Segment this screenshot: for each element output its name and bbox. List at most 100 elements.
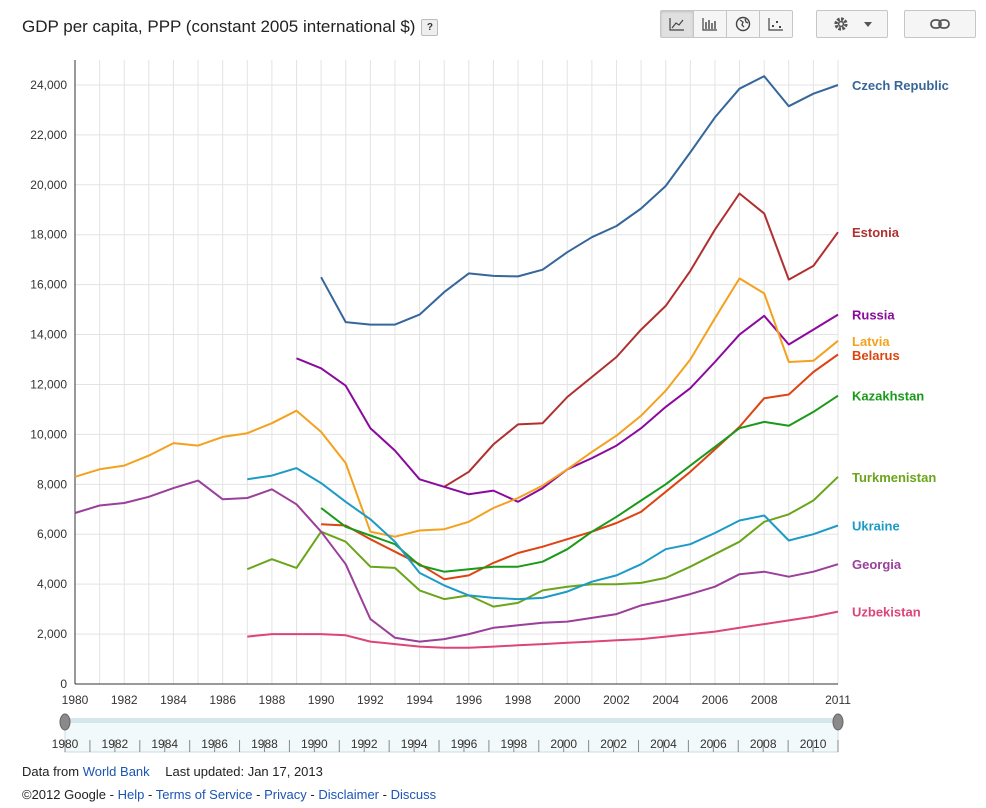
slider-end-handle[interactable]	[832, 713, 844, 731]
data-from-label: Data from	[22, 764, 80, 779]
slider-tick-label: 1986	[201, 737, 228, 751]
y-tick-label: 24,000	[30, 78, 67, 92]
series-label: Georgia	[852, 557, 902, 572]
slider-tick-label: 1992	[351, 737, 378, 751]
x-tick-label: 1990	[308, 693, 335, 707]
line-chart-icon	[669, 18, 684, 31]
series-line	[246, 476, 839, 608]
world-bank-link[interactable]: World Bank	[82, 764, 150, 779]
x-tick-label: 2004	[652, 693, 679, 707]
footer-links: ©2012 Google - Help - Terms of Service -…	[22, 787, 436, 802]
y-tick-label: 10,000	[30, 427, 67, 441]
footer-separator: -	[310, 787, 315, 802]
slider-tick-label: 1988	[251, 737, 278, 751]
series-label: Uzbekistan	[852, 605, 921, 620]
series-line	[320, 394, 839, 573]
slider-tick-label: 2008	[750, 737, 777, 751]
x-tick-label: 1984	[160, 693, 187, 707]
slider-tick-label: 1984	[151, 737, 178, 751]
y-tick-label: 20,000	[30, 178, 67, 192]
x-tick-label: 1986	[209, 693, 236, 707]
terms-link[interactable]: Terms of Service	[155, 787, 253, 802]
x-tick-label: 1998	[505, 693, 532, 707]
slider-tick-label: 2010	[800, 737, 827, 751]
x-tick-label: 2011	[825, 693, 851, 707]
slider-tick-label: 2006	[700, 737, 727, 751]
chart-axes	[74, 60, 838, 685]
series-label: Kazakhstan	[852, 389, 924, 404]
series-label: Belarus	[852, 348, 900, 363]
x-tick-label: 2006	[702, 693, 729, 707]
series-lines	[74, 75, 839, 649]
slider-tick-label: 1980	[52, 737, 79, 751]
x-tick-label: 2002	[603, 693, 630, 707]
disclaimer-link[interactable]: Disclaimer	[318, 787, 380, 802]
slider-tick-label: 1996	[451, 737, 478, 751]
series-line	[74, 277, 839, 538]
y-tick-label: 2,000	[37, 627, 67, 641]
series-line	[247, 610, 839, 649]
page-title: GDP per capita, PPP (constant 2005 inter…	[22, 17, 439, 37]
line-chart: 1980 1982 1984 1986 1988 1990 1992 1994 1996 1998…	[30, 60, 949, 753]
series-line	[320, 75, 839, 326]
series-labels: Czech Republic Estonia Russia LatviaBelarus…	[852, 78, 949, 620]
y-tick-label: 18,000	[30, 228, 67, 242]
slider-tick-label: 2004	[650, 737, 677, 751]
slider-tick-label: 1982	[102, 737, 129, 751]
x-tick-label: 1996	[455, 693, 482, 707]
slider-tick-label: 1990	[301, 737, 328, 751]
x-tick-label: 1994	[406, 693, 433, 707]
help-link[interactable]: Help	[117, 787, 145, 802]
y-tick-label: 6,000	[37, 527, 67, 541]
link-button[interactable]	[904, 10, 976, 38]
x-tick-label: 2008	[751, 693, 778, 707]
last-updated: Last updated: Jan 17, 2013	[165, 764, 323, 779]
y-tick-label: 22,000	[30, 128, 67, 142]
footer-separator: -	[382, 787, 387, 802]
y-tick-label: 4,000	[37, 577, 67, 591]
x-tick-label: 1988	[259, 693, 286, 707]
settings-button[interactable]	[816, 10, 888, 38]
series-line	[443, 192, 839, 488]
slider-tick-label: 1998	[500, 737, 527, 751]
slider-tick-label: 2000	[550, 737, 577, 751]
y-tick-label: 0	[60, 677, 67, 691]
chevron-down-icon	[864, 21, 872, 27]
slider-range-bar	[65, 718, 838, 723]
series-label: Latvia	[852, 334, 890, 349]
footer-source: Data from World Bank Last updated: Jan 1…	[22, 764, 323, 779]
privacy-link[interactable]: Privacy	[264, 787, 307, 802]
y-tick-label: 14,000	[30, 328, 67, 342]
slider-tick-label: 2002	[600, 737, 627, 751]
time-slider: 1980 1982 1984 1986 1988 1990 1992 1994 1996 1998…	[52, 713, 844, 753]
x-tick-label: 1982	[111, 693, 138, 707]
x-tick-label: 1980	[62, 693, 89, 707]
slider-start-handle[interactable]	[59, 713, 71, 731]
x-tick-label: 2000	[554, 693, 581, 707]
slider-track	[64, 719, 839, 753]
series-label: Estonia	[852, 225, 900, 240]
scatter-chart-icon	[768, 18, 783, 31]
series-line	[74, 479, 839, 643]
bar-chart-icon	[702, 18, 717, 31]
y-tick-label: 16,000	[30, 278, 67, 292]
y-tick-label: 12,000	[30, 377, 67, 391]
slider-tick-label: 1994	[401, 737, 428, 751]
y-axis-ticks: 0 2,000 4,000 6,000 8,000 10,000 12,000 14,000 1…	[30, 78, 67, 691]
gear-icon	[834, 17, 848, 31]
map-icon	[735, 16, 751, 32]
copyright: ©2012 Google -	[22, 787, 114, 802]
scatter-chart-button[interactable]	[759, 10, 793, 38]
link-icon	[930, 19, 950, 29]
y-tick-label: 8,000	[37, 477, 67, 491]
footer-separator: -	[147, 787, 153, 802]
x-tick-label: 1992	[357, 693, 384, 707]
bar-chart-button[interactable]	[693, 10, 727, 38]
series-label: Ukraine	[852, 519, 900, 534]
discuss-link[interactable]: Discuss	[390, 787, 437, 802]
series-label: Czech Republic	[852, 78, 949, 93]
series-label: Russia	[852, 308, 895, 323]
help-button[interactable]: ?	[421, 19, 439, 36]
footer-separator: -	[256, 787, 261, 802]
chart-type-toolbar	[660, 10, 793, 38]
